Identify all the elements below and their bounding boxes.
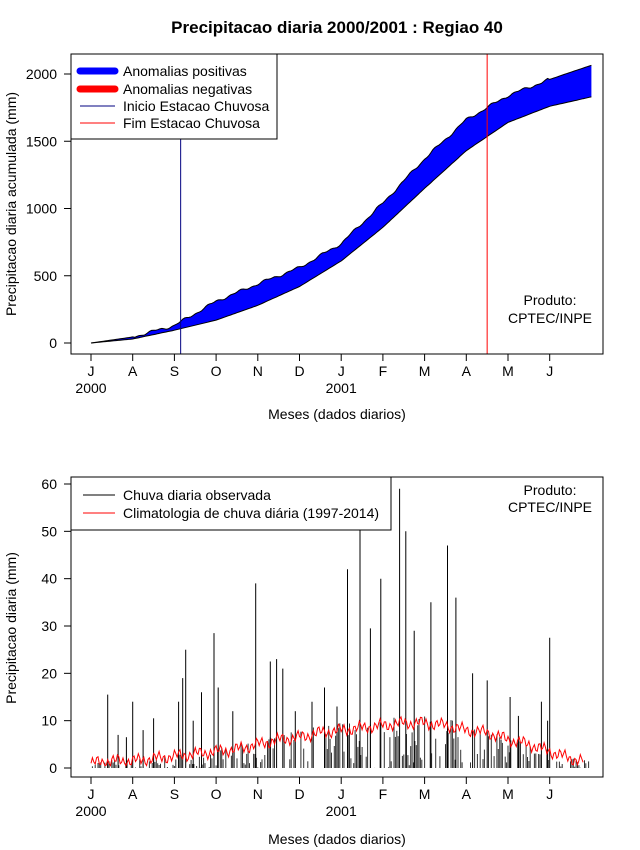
legend-label-negative: Anomalias negativas (123, 81, 252, 97)
bottom-y-axis: 0 10 20 30 40 50 60 (41, 476, 72, 776)
bottom-y-tick-label: 40 (41, 571, 57, 587)
bottom-x-tick-label: A (128, 786, 138, 802)
bottom-y-tick-label: 60 (41, 476, 57, 492)
bottom-x-tick-label: J (88, 786, 95, 802)
legend-label-climatology: Climatologia de chuva diária (1997-2014) (123, 505, 379, 521)
bottom-product-label-line2: CPTEC/INPE (508, 499, 592, 515)
observed-cumulative-line (90, 64, 592, 344)
top-y-tick-label: 500 (34, 268, 58, 284)
bottom-y-axis-label: Precipitacao diaria (mm) (3, 552, 19, 704)
top-x-tick-label: D (294, 363, 304, 379)
bottom-x-tick-label: D (294, 786, 304, 802)
top-chart-title: Precipitacao diaria 2000/2001 : Regiao 4… (171, 18, 503, 37)
bottom-x-tick-label: J (338, 786, 345, 802)
top-product-label-line1: Produto: (524, 292, 577, 308)
bottom-y-tick-label: 10 (41, 713, 57, 729)
climatology-daily-line (90, 715, 584, 767)
legend-label-observed: Chuva diaria observada (123, 487, 271, 503)
legend-label-inicio: Inicio Estacao Chuvosa (123, 98, 270, 114)
bottom-y-tick-label: 20 (41, 665, 57, 681)
top-x-tick-label: S (170, 363, 179, 379)
top-legend: Anomalias positivas Anomalias negativas … (70, 53, 278, 140)
top-y-tick-label: 2000 (26, 66, 57, 82)
bottom-x-tick-label: F (379, 786, 388, 802)
bottom-x-tick-label: S (170, 786, 179, 802)
bottom-product-label-line1: Produto: (524, 482, 577, 498)
legend-label-fim: Fim Estacao Chuvosa (123, 115, 260, 131)
top-x-tick-label: J (546, 363, 553, 379)
top-x-tick-label: O (211, 363, 222, 379)
bottom-year-label: 2000 (75, 803, 106, 819)
top-x-tick-label: J (88, 363, 95, 379)
top-y-axis: 0 500 1000 1500 2000 (26, 66, 72, 351)
bottom-y-tick-label: 50 (41, 523, 57, 539)
climatology-cumulative-line (90, 96, 592, 344)
top-x-axis-label: Meses (dados diarios) (268, 406, 406, 422)
top-x-tick-label: J (338, 363, 345, 379)
bottom-x-tick-label: A (462, 786, 472, 802)
top-x-tick-label: N (253, 363, 263, 379)
bottom-y-tick-label: 30 (41, 618, 57, 634)
top-x-tick-label: A (462, 363, 472, 379)
top-year-label: 2000 (75, 380, 106, 396)
bottom-x-tick-label: O (211, 786, 222, 802)
top-x-tick-label: M (502, 363, 514, 379)
top-y-tick-label: 1000 (26, 201, 57, 217)
bottom-plot-area (90, 488, 590, 768)
bottom-x-tick-label: J (546, 786, 553, 802)
top-x-tick-label: A (128, 363, 138, 379)
bottom-year-label: 2001 (326, 803, 357, 819)
bottom-y-tick-label: 0 (49, 760, 57, 776)
bottom-legend: Chuva diaria observada Climatologia de c… (70, 476, 392, 531)
top-x-tick-label: F (379, 363, 388, 379)
top-y-axis-label: Precipitacao diaria acumulada (mm) (3, 92, 19, 316)
top-product-label-line2: CPTEC/INPE (508, 310, 592, 326)
bottom-x-tick-label: M (419, 786, 431, 802)
bottom-x-tick-label: N (253, 786, 263, 802)
positive-anomaly-area (91, 65, 592, 344)
legend-label-positive: Anomalias positivas (123, 63, 247, 79)
bottom-legend-box (70, 476, 392, 531)
top-y-tick-label: 0 (49, 335, 57, 351)
top-x-tick-label: M (419, 363, 431, 379)
top-y-tick-label: 1500 (26, 133, 57, 149)
top-year-label: 2001 (326, 380, 357, 396)
bottom-x-axis-label: Meses (dados diarios) (268, 831, 406, 847)
bottom-x-tick-label: M (502, 786, 514, 802)
cumulative-chart: Precipitacao diaria 2000/2001 : Regiao 4… (3, 18, 604, 422)
